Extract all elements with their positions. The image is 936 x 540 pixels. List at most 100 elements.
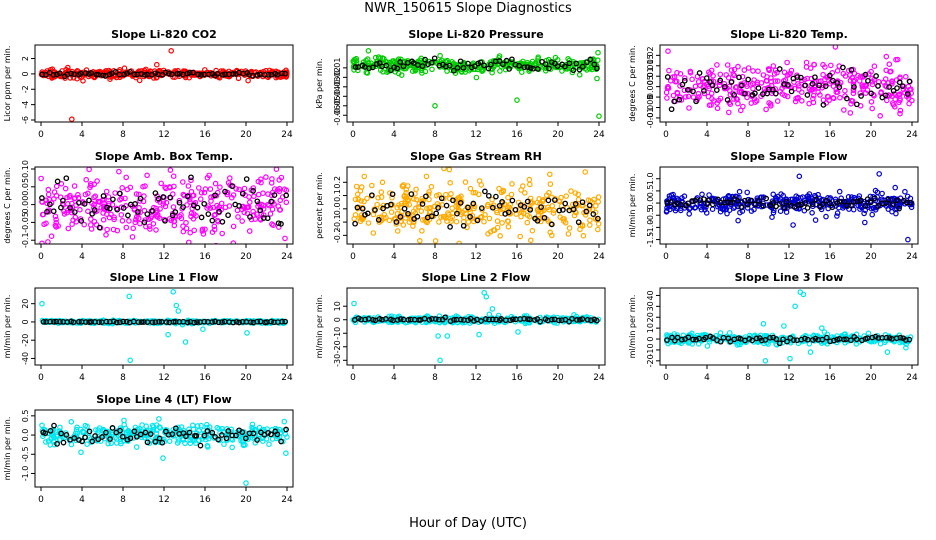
reference-point [219,71,226,78]
data-point [137,220,143,227]
data-point [803,64,810,70]
reference-point [39,195,45,201]
data-point [122,195,128,202]
data-point [769,214,775,221]
reference-point [68,70,74,77]
panel-title: Slope Line 1 Flow [110,271,219,284]
data-point [537,218,544,225]
data-point [481,218,487,225]
data-point [379,179,386,186]
reference-point [209,429,216,436]
data-point [672,78,679,85]
reference-point [99,434,105,440]
data-point [227,175,233,181]
data-point [806,86,813,93]
data-point [499,220,505,226]
x-tick-label: 16 [824,252,836,262]
data-point [847,110,854,116]
reference-point [397,214,404,220]
data-point [258,179,264,186]
data-point [835,204,842,211]
x-tick-label: 4 [704,252,710,262]
reference-point [482,316,489,322]
reference-point [176,199,183,206]
reference-point [770,200,776,206]
reference-point [886,84,892,90]
data-point [398,200,405,207]
data-point [575,196,582,203]
reference-point [794,74,801,80]
data-point [236,186,242,193]
data-point [527,237,534,244]
data-point [111,216,117,223]
reference-point [527,206,534,213]
data-point [121,65,128,72]
reference-point [109,425,116,431]
reference-point [566,318,573,325]
reference-point [485,192,492,199]
y-tick-label: -0.03 [333,76,342,97]
reference-point [188,174,194,181]
reference-point [125,212,131,219]
data-point [133,191,140,197]
y-tick-label: 0.005 [646,75,655,98]
data-point [43,197,50,204]
reference-point [198,214,205,221]
y-tick-label: 0 [21,319,30,324]
data-point [744,189,751,196]
reference-point [755,85,762,91]
reference-point [271,192,278,198]
data-point [234,207,241,214]
data-point [65,225,72,232]
reference-point [264,215,271,222]
reference-point [397,316,404,322]
data-point [784,93,791,100]
data-point [494,224,501,231]
data-point [701,90,708,97]
reference-point [401,205,408,212]
data-point [283,67,289,74]
data-point [897,74,903,81]
reference-point [486,316,492,323]
outlier-point [437,357,443,364]
data-point [136,77,143,84]
data-point [250,185,257,191]
data-point [695,340,702,347]
points-layer [39,416,290,486]
data-point [423,173,430,180]
reference-point [283,192,290,199]
y-tick-label: -4 [21,101,30,109]
y-tick-label: -1.0 [646,220,655,236]
y-axis-label: degrees C per min. [628,45,637,121]
reference-point [204,428,211,434]
y-tick-label: -2 [21,85,30,93]
reference-point [776,66,783,72]
data-point [350,59,357,66]
data-point [276,188,283,195]
reference-point [172,209,179,215]
data-point [777,88,783,95]
data-point [786,71,792,78]
outlier-point [165,331,171,338]
reference-point [142,429,149,436]
data-point [845,194,852,200]
reference-point [851,84,857,90]
data-point [479,68,485,75]
data-point [365,220,372,226]
y-tick-label: 0.05 [21,178,30,196]
data-point [717,330,724,336]
reference-point [194,319,200,325]
panel-title: Slope Amb. Box Temp. [95,150,233,163]
data-point [400,182,407,188]
reference-point [107,436,113,442]
reference-point [274,71,281,78]
x-tick-label: 16 [511,130,523,140]
reference-point [468,64,475,71]
data-point [429,66,435,73]
reference-point [795,202,802,208]
y-axis-label: ml/min per min. [3,295,12,359]
reference-point [570,206,577,213]
reference-point [537,318,544,325]
figure-x-axis-label: Hour of Day (UTC) [409,516,527,531]
